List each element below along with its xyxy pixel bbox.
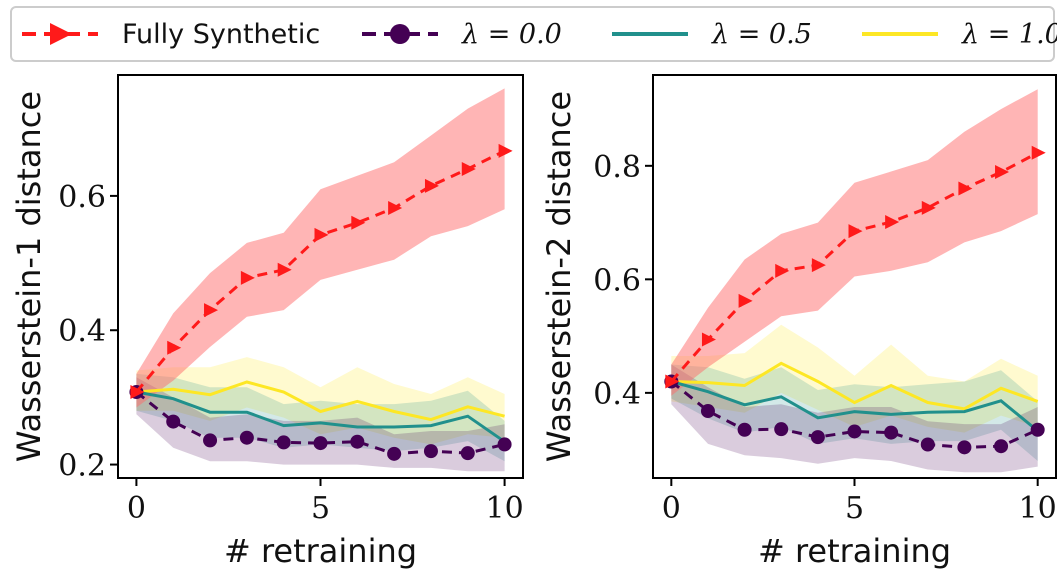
w1-point-lambda-0 (276, 435, 291, 450)
legend-item-lambda-0: λ = 0.0 (360, 8, 562, 60)
w1-point-fully-synthetic (388, 200, 403, 215)
w2-point-lambda-0 (884, 425, 899, 440)
w1-point-lambda-0 (497, 437, 512, 452)
w1-point-lambda-0 (203, 433, 218, 448)
w2-point-fully-synthetic (701, 332, 716, 347)
w2-plot-area (664, 89, 1046, 473)
chart-wasserstein-2: 0 5 10 0.4 0.6 0.8 # retraining Wasserstein-2 d… (540, 74, 1057, 570)
w1-point-lambda-0 (166, 414, 181, 429)
w2-point-lambda-0 (737, 422, 752, 437)
w2-point-lambda-0 (700, 404, 715, 419)
w2-ytick-label: 0.8 (593, 150, 641, 185)
w2-point-fully-synthetic (738, 293, 753, 308)
w2-point-fully-synthetic (665, 374, 680, 389)
legend-item-lambda-1: λ = 1.0 (860, 8, 1057, 60)
w1-point-fully-synthetic (204, 303, 219, 318)
w1-line-lambda-05 (136, 390, 506, 443)
w2-point-fully-synthetic (811, 258, 826, 273)
w2-xlabel: # retraining (758, 532, 951, 570)
w2-point-fully-synthetic (885, 215, 900, 230)
w1-line-lambda-1 (136, 380, 505, 422)
legend-label-lambda-05: λ = 0.5 (712, 18, 812, 50)
w2-xtick-label: 0 (662, 491, 681, 526)
w1-xtick-label: 0 (127, 491, 146, 526)
legend-swatch-lambda-05 (612, 32, 688, 36)
legend-swatch-lambda-1 (862, 32, 938, 36)
w1-point-lambda-0 (460, 446, 475, 461)
w2-ytick-label: 0.6 (593, 263, 641, 298)
w1-ytick-label: 0.6 (58, 180, 106, 215)
w2-xtick-label: 5 (845, 491, 864, 526)
w2-point-lambda-0 (920, 437, 935, 452)
w2-line-lambda-05 (670, 380, 1039, 433)
w1-line-lambda-0 (135, 390, 505, 456)
w1-xlabel: # retraining (224, 532, 417, 570)
w1-point-fully-synthetic (277, 262, 292, 277)
w1-point-lambda-0 (239, 430, 254, 445)
w2-point-fully-synthetic (921, 200, 936, 215)
w1-ylabel: Wasserstein-1 distance (10, 91, 48, 462)
chart-wasserstein-1: 0 5 10 0.2 0.4 0.6 # retraining Wasserstein-1 d… (10, 74, 524, 570)
w1-point-lambda-0 (350, 434, 365, 449)
w2-point-lambda-0 (774, 422, 789, 437)
w1-point-fully-synthetic (461, 162, 476, 177)
w2-band-fully-synthetic (671, 89, 1038, 396)
w1-band-fully-synthetic (136, 88, 505, 408)
w1-point-lambda-0 (387, 446, 402, 461)
w1-point-fully-synthetic (351, 215, 366, 230)
w1-point-fully-synthetic (424, 178, 439, 193)
w1-xtick-label: 10 (485, 491, 523, 526)
legend-item-lambda-05: λ = 0.5 (610, 8, 812, 60)
legend-swatch-fully-synthetic (22, 23, 98, 45)
w2-point-fully-synthetic (775, 263, 790, 278)
legend: Fully Synthetic λ = 0.0 λ = 0.5 λ = 1.0 (10, 6, 1057, 62)
legend-item-fully-synthetic: Fully Synthetic (20, 8, 320, 60)
w2-point-fully-synthetic (958, 181, 973, 196)
w1-plot-area (129, 88, 513, 472)
w1-point-fully-synthetic (130, 385, 145, 400)
w2-point-lambda-0 (957, 440, 972, 455)
w1-point-fully-synthetic (167, 340, 182, 355)
w2-xtick-label: 10 (1019, 491, 1057, 526)
w1-point-fully-synthetic (314, 227, 329, 242)
w1-ytick-label: 0.2 (58, 449, 106, 484)
w2-point-fully-synthetic (995, 165, 1010, 180)
legend-label-fully-synthetic: Fully Synthetic (122, 18, 321, 50)
w1-point-fully-synthetic (240, 270, 255, 285)
legend-label-lambda-1: λ = 1.0 (962, 18, 1057, 50)
w1-band-lambda-05 (136, 373, 505, 462)
w1-ytick-label: 0.4 (58, 314, 106, 349)
w2-point-lambda-0 (847, 424, 862, 439)
w2-point-fully-synthetic (1031, 145, 1046, 160)
w2-point-fully-synthetic (848, 224, 863, 239)
w2-ylabel: Wasserstein-2 distance (540, 91, 578, 462)
w2-point-lambda-0 (810, 430, 825, 445)
w2-line-lambda-1 (671, 361, 1039, 411)
w1-point-lambda-0 (423, 444, 438, 459)
legend-swatch-lambda-0 (362, 24, 438, 44)
w2-line-lambda-0 (670, 380, 1039, 449)
w1-point-lambda-0 (313, 436, 328, 451)
w1-xtick-label: 5 (311, 491, 330, 526)
w2-ytick-label: 0.4 (593, 377, 641, 412)
w2-point-lambda-0 (994, 439, 1009, 454)
w1-point-fully-synthetic (498, 143, 513, 158)
legend-label-lambda-0: λ = 0.0 (462, 18, 562, 50)
w2-point-lambda-0 (1030, 422, 1045, 437)
w1-band-lambda-1 (136, 357, 505, 445)
